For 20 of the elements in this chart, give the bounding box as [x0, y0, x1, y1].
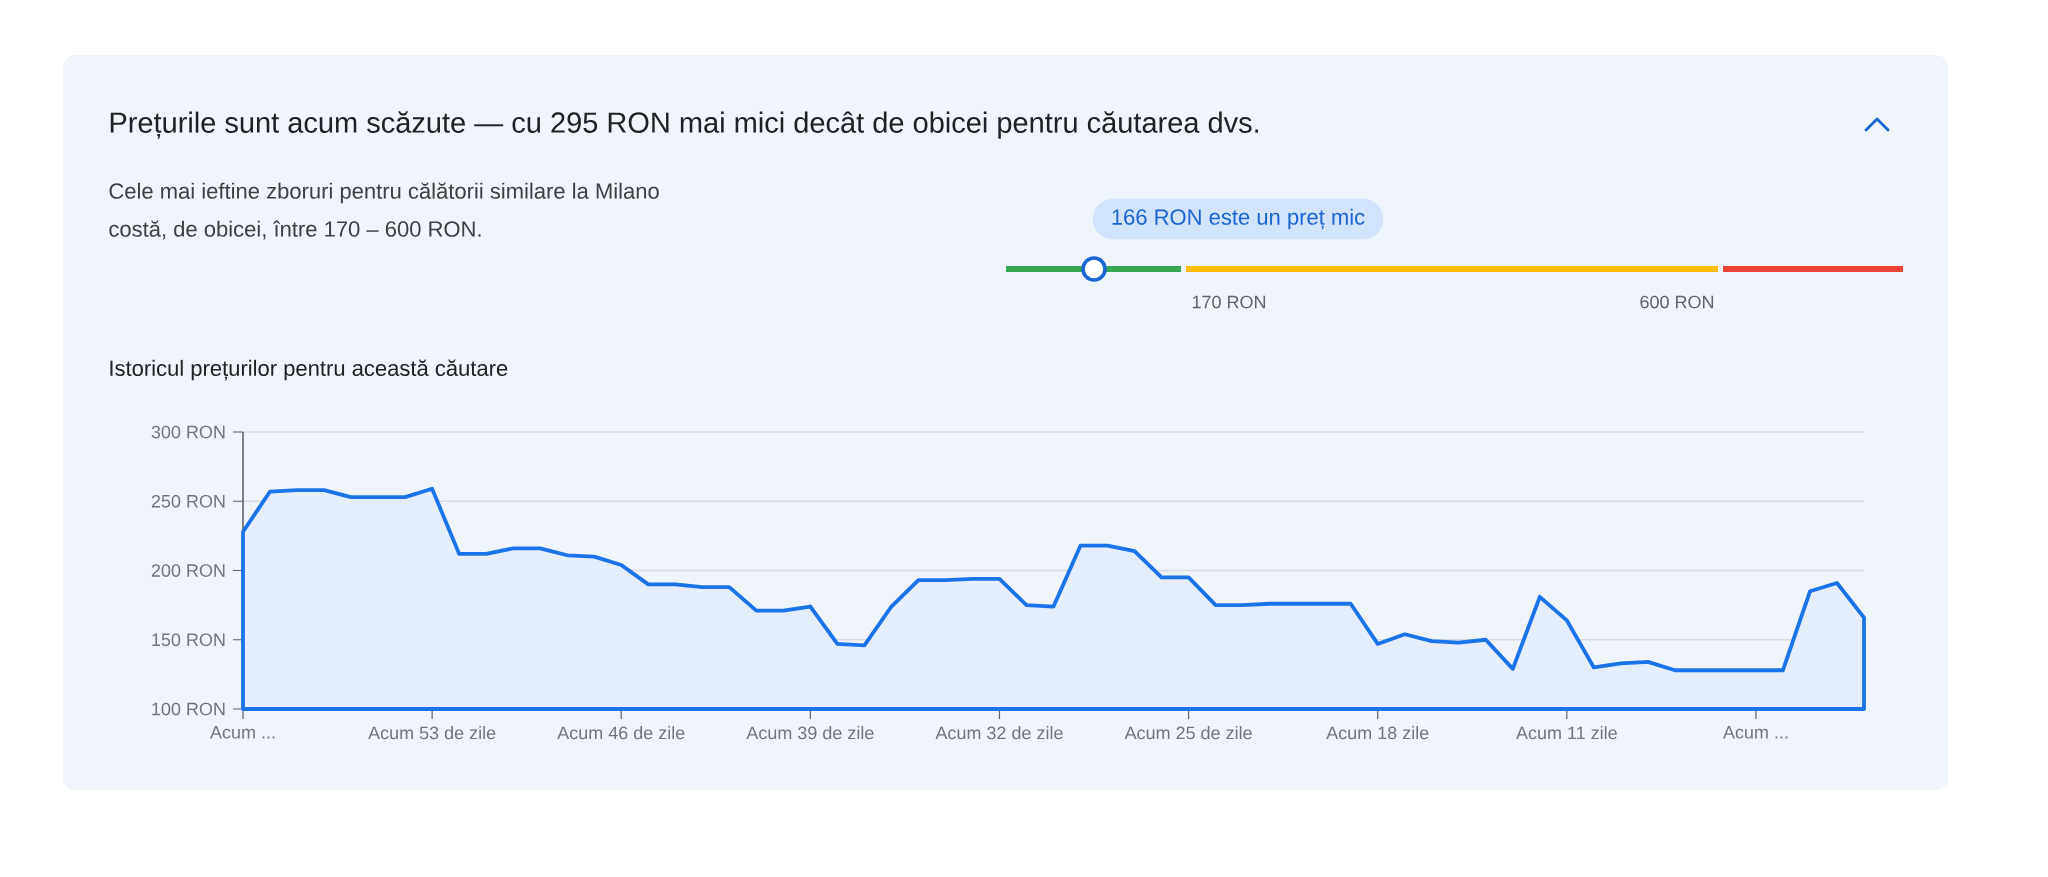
x-tick-label: Acum ... [1722, 726, 1788, 739]
text: 600 RON [1640, 295, 1714, 309]
x-tick-label: Acum 18 zile [1326, 726, 1429, 740]
chart-title: Istoricul prețurilor pentru această căutare [110, 359, 508, 381]
y-tick-label: 300 RON [151, 425, 225, 439]
text: Cele mai ieftine zboruri pentru călătorii similare la Milano costă, de obicei, între 170 – 600 RON. [109, 182, 659, 240]
x-tick-label: Acum 11 zile [1516, 726, 1617, 740]
text: Prețurile sunt acum scăzute — cu 295 RON mai mici decât de obicei pentru căutarea dvs. [110, 111, 1259, 139]
y-tick-label: 100 RON [152, 702, 225, 716]
x-tick-label: Acum 53 de zile [368, 726, 496, 740]
x-tick-label: Acum 25 de zile [1124, 726, 1252, 740]
x-tick-label: Acum 32 de zile [935, 726, 1063, 740]
x-tick-label: Acum 46 de zile [557, 726, 685, 740]
text: 170 RON [1192, 295, 1266, 309]
y-tick-label: 200 RON [151, 564, 225, 577]
x-tick-label: Acum 39 de zile [746, 726, 874, 740]
text: 166 RON este un preț mic [1112, 208, 1365, 230]
y-tick-label: 250 RON [151, 494, 225, 508]
y-tick-label: 150 RON [152, 633, 225, 647]
x-tick-label: Acum ... [210, 726, 275, 739]
